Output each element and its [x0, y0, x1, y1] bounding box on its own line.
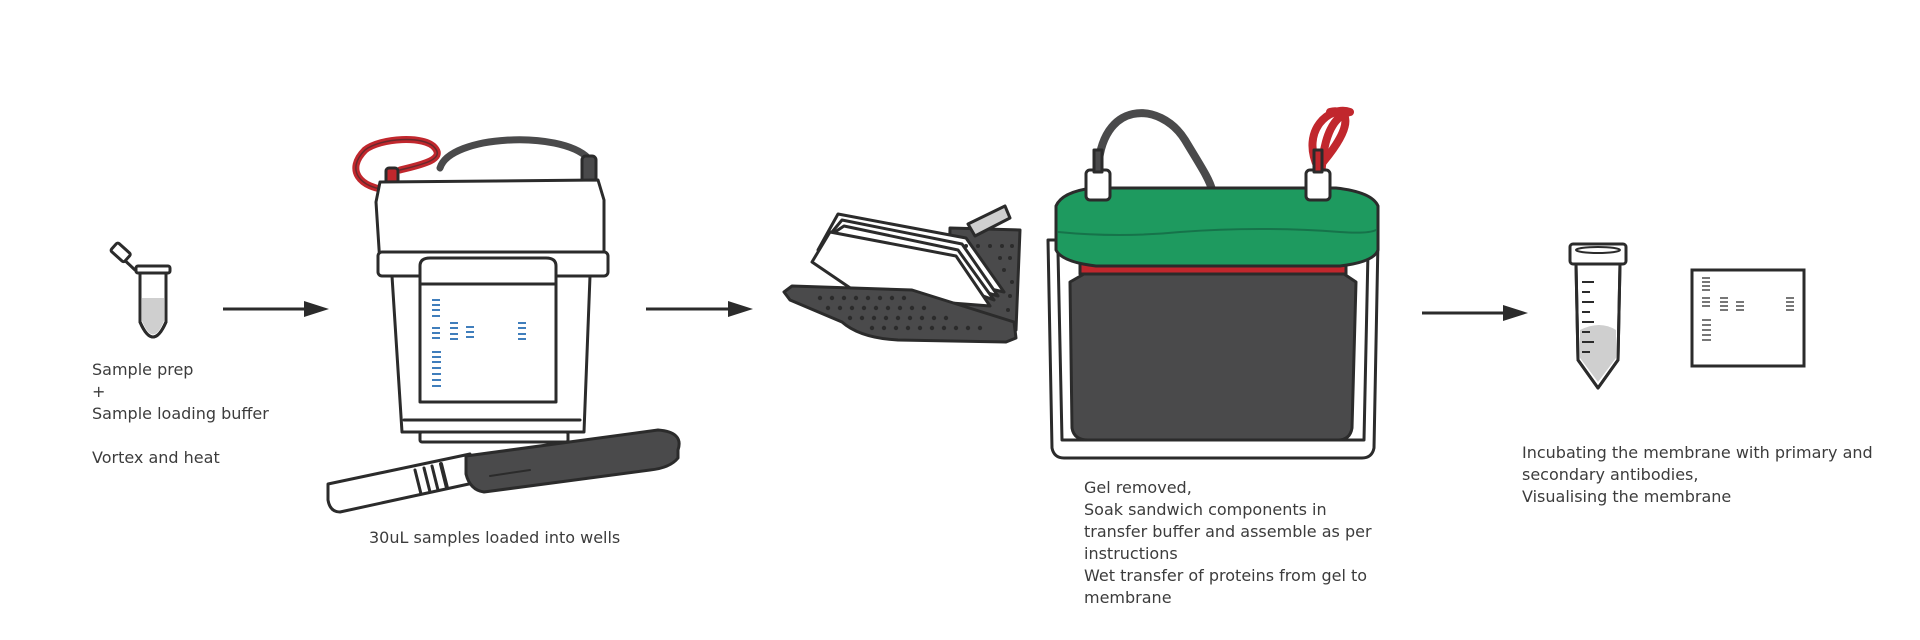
caption-line	[92, 425, 269, 447]
transfer-tank-icon	[1046, 106, 1380, 460]
caption-line: Sample loading buffer	[92, 404, 269, 423]
membrane-blot-icon	[1690, 268, 1806, 368]
right-arrow-icon	[1422, 305, 1528, 321]
caption-line: Wet transfer of proteins from gel to	[1084, 566, 1368, 585]
caption-line: 30uL samples loaded into wells	[369, 528, 621, 547]
caption-line: Visualising the membrane	[1522, 487, 1732, 506]
transfer-cassette-icon	[782, 204, 1022, 344]
caption-line: Gel removed,	[1084, 478, 1192, 497]
step-4-caption: Incubating the membrane with primary and…	[1522, 442, 1873, 508]
conical-tube-icon	[1568, 242, 1628, 390]
caption-line: membrane	[1084, 588, 1172, 607]
step-1-caption: Sample prep + Sample loading buffer Vort…	[92, 359, 269, 469]
gel-bands	[432, 299, 526, 387]
caption-line: secondary antibodies,	[1522, 465, 1699, 484]
microcentrifuge-tube-icon	[109, 241, 172, 339]
tube-graduations	[1582, 281, 1594, 353]
caption-line: Soak sandwich components in	[1084, 500, 1327, 519]
gel-loading-tool-icon	[326, 428, 681, 514]
step-2-caption: 30uL samples loaded into wells	[369, 527, 620, 549]
caption-line: transfer buffer and assemble as per	[1084, 522, 1372, 541]
cassette-grid	[817, 244, 1014, 331]
step-3-caption: Gel removed, Soak sandwich components in…	[1084, 477, 1372, 609]
right-arrow-icon	[223, 301, 329, 317]
right-arrow-icon	[646, 301, 753, 317]
caption-line: +	[92, 382, 106, 401]
caption-line: Vortex and heat	[92, 448, 220, 467]
caption-line: instructions	[1084, 544, 1178, 563]
caption-line: Sample prep	[92, 360, 194, 379]
blot-bands	[1702, 277, 1794, 341]
electrophoresis-tank-icon	[352, 136, 610, 444]
caption-line: Incubating the membrane with primary and	[1522, 443, 1873, 462]
